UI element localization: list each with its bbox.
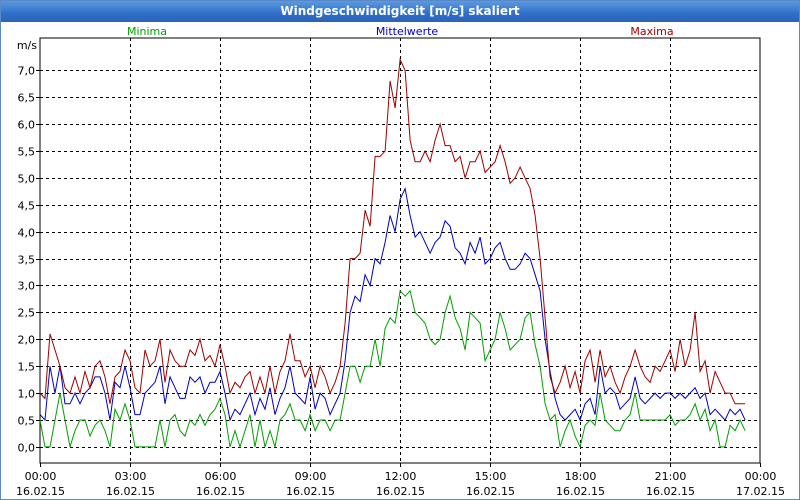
x-tick-time: 21:00 bbox=[655, 470, 687, 483]
y-tick-label: 6,0 bbox=[18, 119, 36, 132]
y-tick-label: 4,5 bbox=[18, 200, 36, 213]
x-tick-date: 16.02.15 bbox=[286, 485, 335, 498]
y-tick-label: 2,5 bbox=[18, 307, 36, 320]
x-tick-date: 16.02.15 bbox=[646, 485, 695, 498]
series-line-minima bbox=[39, 289, 746, 449]
y-tick-label: 3,5 bbox=[18, 254, 36, 267]
series-line-maxima bbox=[39, 57, 746, 405]
legend-entry-maxima: Maxima bbox=[630, 25, 673, 38]
x-tick-date: 16.02.15 bbox=[376, 485, 425, 498]
y-tick-label: 1,5 bbox=[18, 361, 36, 374]
series-group bbox=[39, 57, 746, 449]
x-tick-date: 16.02.15 bbox=[196, 485, 245, 498]
y-tick-label: 7,0 bbox=[18, 65, 36, 78]
x-tick-time: 03:00 bbox=[115, 470, 147, 483]
x-tick-time: 06:00 bbox=[205, 470, 237, 483]
x-tick-date: 16.02.15 bbox=[466, 485, 515, 498]
x-tick-date: 16.02.15 bbox=[16, 485, 65, 498]
y-tick-label: 5,0 bbox=[18, 173, 36, 186]
x-tick-time: 09:00 bbox=[295, 470, 327, 483]
y-tick-label: 3,0 bbox=[18, 280, 36, 293]
x-tick-date: 16.02.15 bbox=[556, 485, 605, 498]
x-tick-time: 00:00 bbox=[745, 470, 777, 483]
y-tick-label: 0,0 bbox=[18, 442, 36, 455]
axes: 0,0 0,5 1,0 1,5 2,0 2,5 3,0 3,5 4,0 4,5 5,0 5,5 6,0 6… bbox=[16, 39, 785, 498]
y-tick-label: 0,5 bbox=[18, 415, 36, 428]
x-tick-time: 12:00 bbox=[385, 470, 417, 483]
x-tick-time: 18:00 bbox=[565, 470, 597, 483]
y-tick-label: 5,5 bbox=[18, 146, 36, 159]
y-tick-label: 2,0 bbox=[18, 334, 36, 347]
y-tick-label: 4,0 bbox=[18, 227, 36, 240]
legend: Minima Mittelwerte Maxima bbox=[127, 25, 674, 38]
legend-entry-mittelwerte: Mittelwerte bbox=[376, 25, 439, 38]
x-tick-time: 00:00 bbox=[25, 470, 57, 483]
x-tick-date: 17.02.15 bbox=[736, 485, 785, 498]
y-tick-label: 6,5 bbox=[18, 92, 36, 105]
legend-entry-minima: Minima bbox=[127, 25, 167, 38]
x-tick-date: 16.02.15 bbox=[106, 485, 155, 498]
y-axis-label: m/s bbox=[17, 39, 37, 52]
window-title: Windgeschwindigkeit [m/s] skaliert bbox=[1, 1, 799, 22]
x-tick-time: 15:00 bbox=[475, 470, 507, 483]
y-tick-label: 1,0 bbox=[18, 388, 36, 401]
series-line-mittelwerte bbox=[39, 186, 746, 422]
